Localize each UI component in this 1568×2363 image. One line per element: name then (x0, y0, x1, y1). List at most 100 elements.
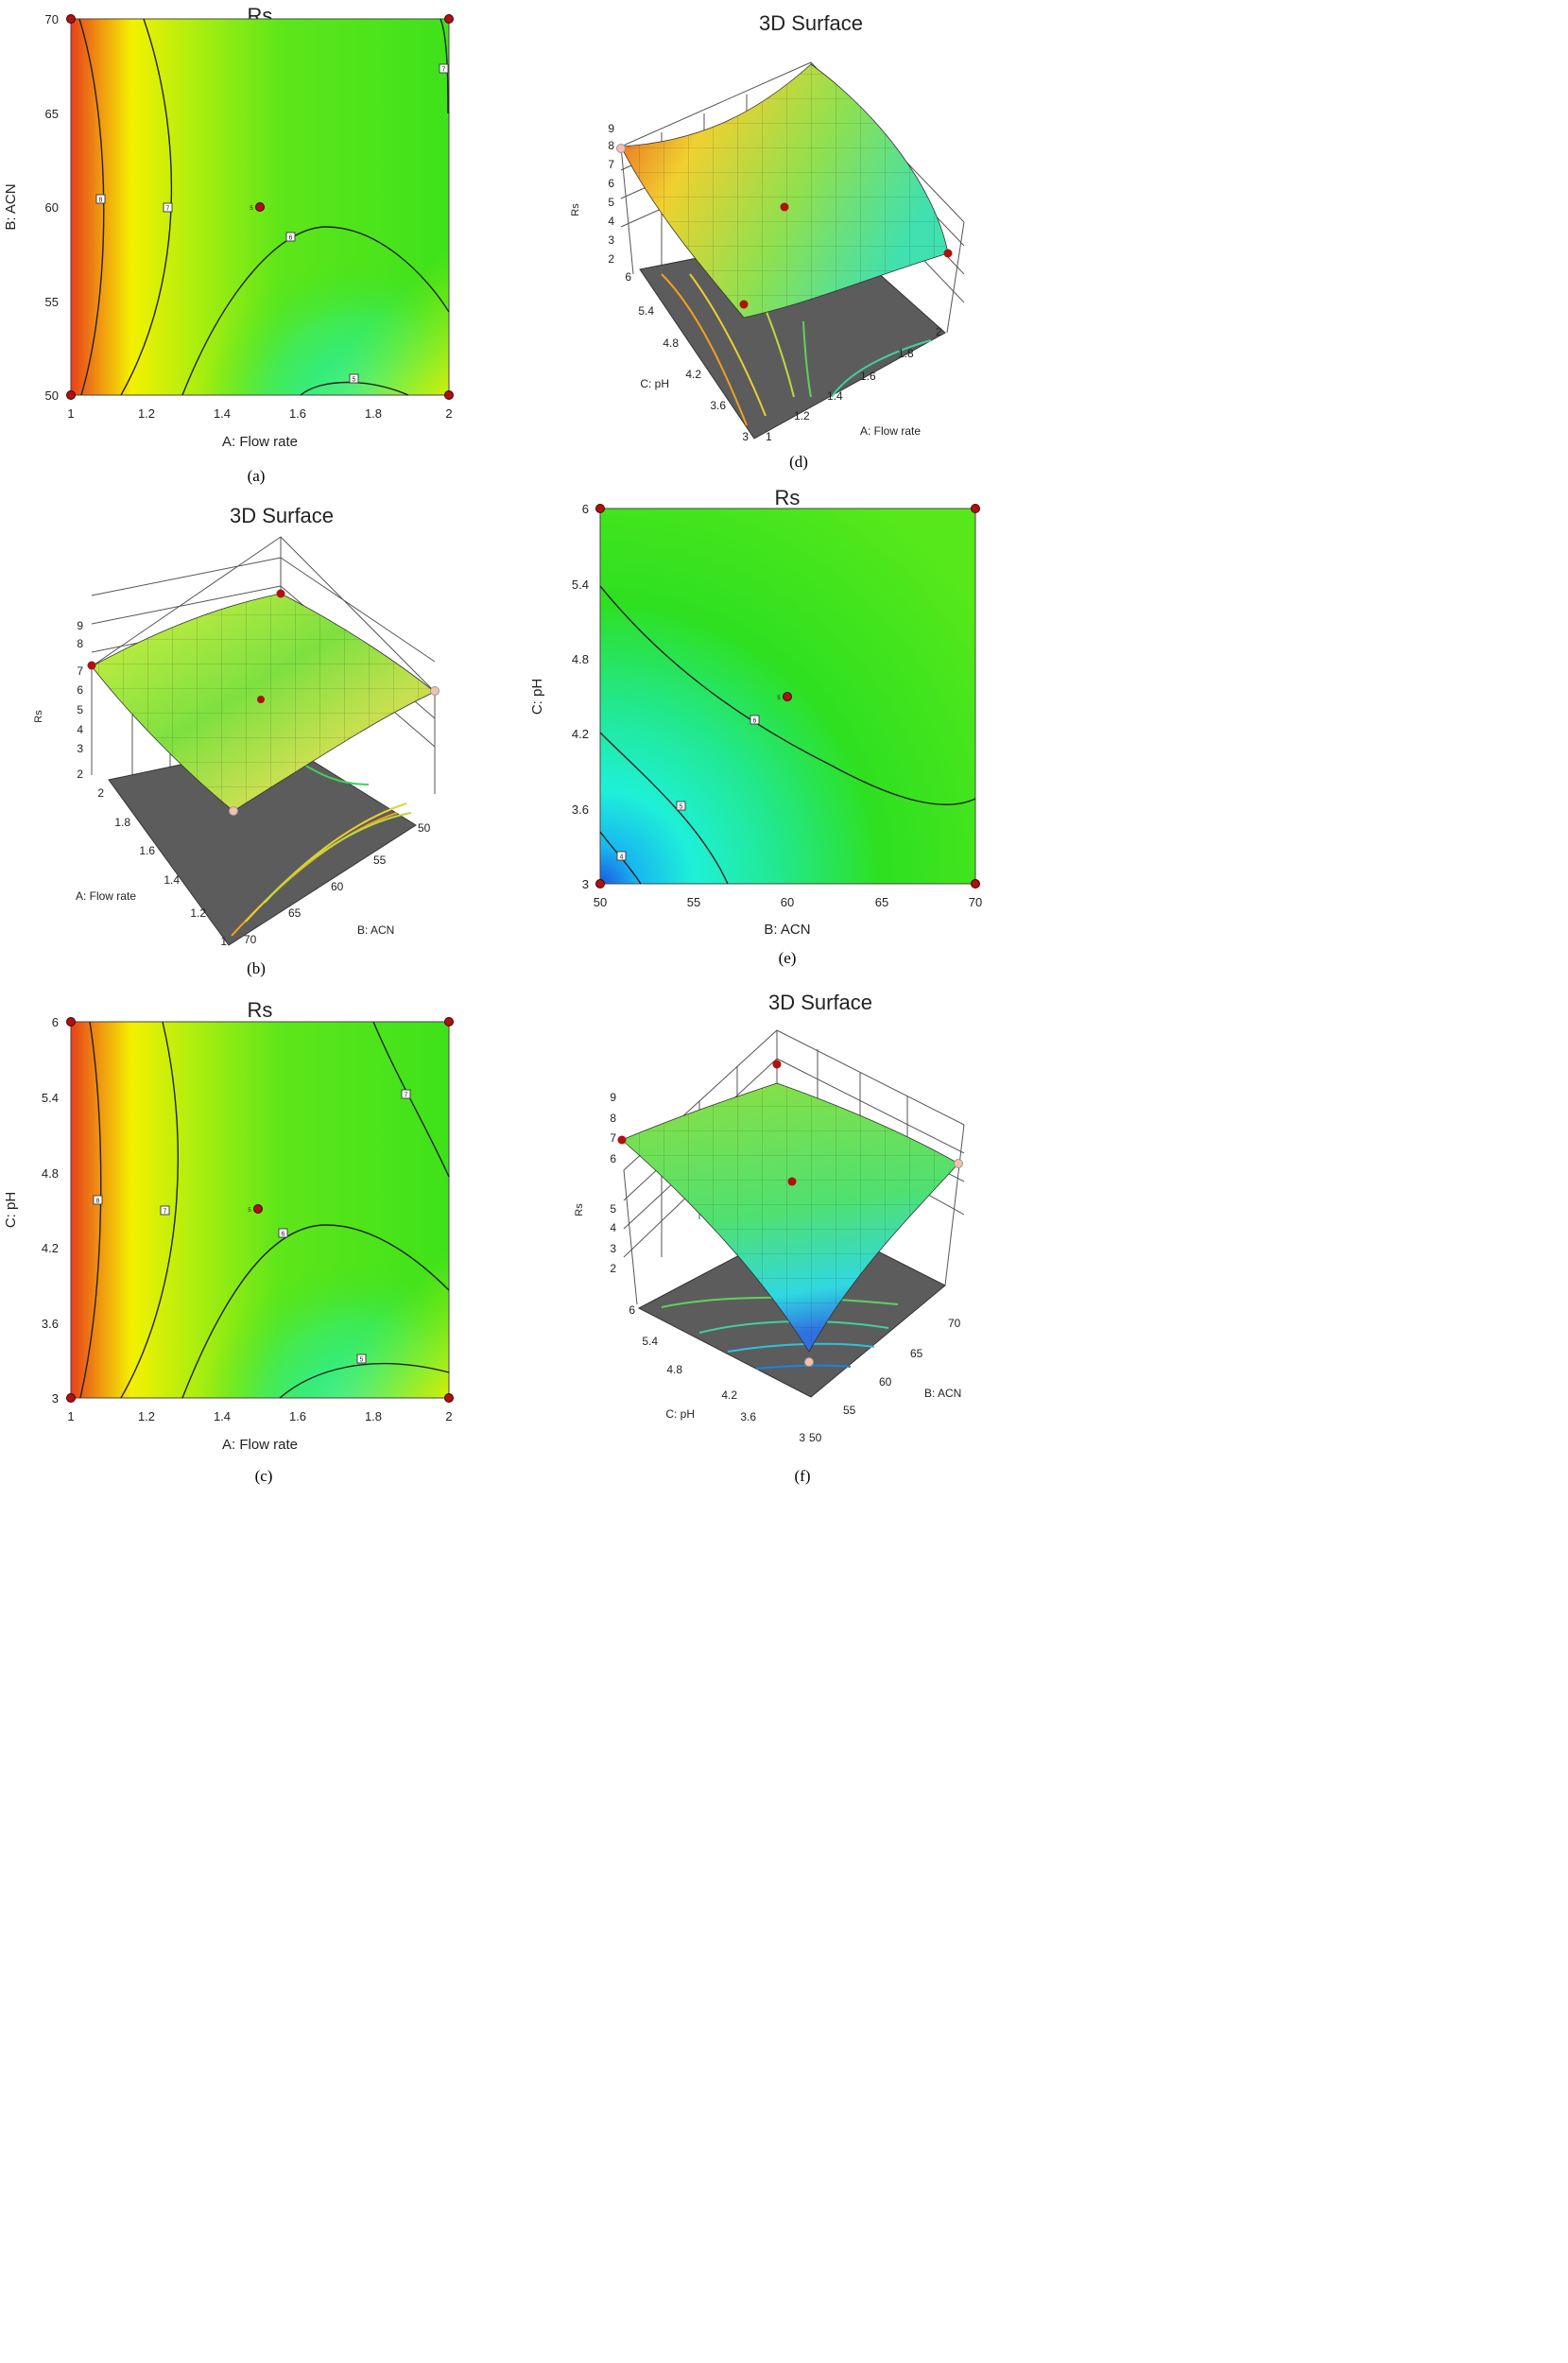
panel-e-y-label: C: pH (529, 679, 545, 715)
panel-e-caption: (e) (779, 949, 797, 967)
panel-d-axis1-label: C: pH (640, 377, 669, 390)
design-point (66, 1393, 76, 1403)
design-point (444, 1017, 454, 1026)
panel-c: Rs 8 7 6 5 7 5 1 (3, 998, 454, 1485)
center-point (787, 1177, 797, 1186)
svg-text:2: 2 (77, 768, 83, 781)
svg-text:7: 7 (442, 67, 446, 74)
panel-d-z-label: Rs (570, 203, 581, 216)
panel-f-axis1-ticks: 6 5.4 4.8 4.2 3.6 3 (629, 1303, 805, 1444)
panel-b-axis2-label: B: ACN (357, 923, 394, 937)
center-point-label: 5 (777, 696, 781, 701)
panel-a-points (66, 14, 454, 400)
svg-text:6: 6 (753, 718, 757, 725)
panel-a: Rs 8 7 6 5 7 5 1 (3, 4, 454, 485)
panel-c-caption: (c) (255, 1467, 273, 1485)
contour-line (181, 1224, 450, 1399)
svg-text:6: 6 (582, 502, 589, 516)
contour-line (78, 18, 105, 396)
svg-text:1.4: 1.4 (214, 406, 231, 421)
svg-text:4: 4 (608, 215, 614, 228)
svg-text:50: 50 (809, 1431, 822, 1444)
svg-text:5: 5 (360, 1357, 364, 1364)
panel-e-x-ticks: 50 55 60 65 70 (594, 895, 982, 909)
contour-line (372, 1021, 450, 1178)
design-point (430, 686, 439, 696)
design-point (971, 879, 980, 888)
panel-c-contours (79, 1021, 450, 1399)
svg-text:6: 6 (610, 1152, 616, 1165)
panel-f-z-ticks: 2 3 4 5 6 7 8 9 (610, 1091, 616, 1275)
svg-text:7: 7 (166, 206, 170, 213)
svg-text:4.8: 4.8 (42, 1166, 59, 1181)
center-point-label: 5 (248, 1208, 251, 1214)
panel-b-caption: (b) (247, 959, 266, 977)
panel-e: Rs 6 5 4 5 50 55 60 65 70 (529, 486, 982, 967)
panel-d-points (616, 144, 953, 309)
svg-text:6: 6 (625, 270, 631, 284)
panel-a-y-label: B: ACN (3, 183, 19, 230)
svg-text:4.2: 4.2 (42, 1241, 59, 1255)
svg-text:3: 3 (608, 233, 614, 247)
svg-text:4.8: 4.8 (572, 652, 589, 666)
design-point (87, 661, 96, 670)
svg-text:1.2: 1.2 (190, 906, 206, 920)
panel-c-y-ticks: 3 3.6 4.2 4.8 5.4 6 (42, 1015, 59, 1406)
svg-text:1.6: 1.6 (289, 1409, 306, 1423)
contour-line (120, 18, 173, 396)
design-point (954, 1159, 963, 1168)
contour-line (79, 1021, 102, 1399)
panel-d-axis2-label: A: Flow rate (860, 424, 921, 438)
svg-text:50: 50 (418, 821, 431, 835)
svg-text:1.2: 1.2 (138, 1409, 155, 1423)
svg-text:4.2: 4.2 (685, 368, 701, 381)
svg-text:7: 7 (77, 664, 83, 678)
contour-line (300, 381, 409, 396)
contour-line (279, 1362, 450, 1399)
panel-d-axis2-ticks: 1 1.2 1.4 1.6 1.8 2 (766, 325, 942, 443)
panel-a-contours (78, 18, 450, 396)
panel-b-points (87, 589, 439, 816)
svg-text:7: 7 (164, 1209, 167, 1216)
panel-b-z-ticks: 2 3 4 5 6 7 8 9 (77, 619, 83, 781)
svg-text:2: 2 (936, 325, 942, 338)
panel-a-caption: (a) (248, 467, 266, 485)
svg-text:9: 9 (610, 1091, 616, 1104)
contour-line (181, 226, 450, 396)
svg-text:70: 70 (45, 12, 59, 26)
panel-d-z-ticks: 2 3 4 5 6 7 8 9 (608, 122, 614, 266)
svg-text:70: 70 (948, 1317, 961, 1330)
panel-b-floor-contours (231, 763, 412, 937)
center-point (783, 692, 792, 701)
design-point (616, 144, 626, 153)
panel-b: 3D Surface 2 3 4 5 6 (33, 504, 439, 977)
svg-text:3.6: 3.6 (42, 1317, 59, 1331)
panel-e-x-label: B: ACN (764, 922, 810, 938)
panel-c-contour-labels: 8 7 6 5 7 (93, 1089, 411, 1364)
svg-text:1.8: 1.8 (114, 816, 130, 829)
design-point (772, 1060, 782, 1069)
panel-f-axis1-label: C: pH (665, 1407, 695, 1421)
panel-c-x-ticks: 1 1.2 1.4 1.6 1.8 2 (67, 1409, 452, 1423)
panel-f-axis2-ticks: 50 55 60 65 70 (809, 1317, 961, 1444)
svg-text:6: 6 (282, 1232, 285, 1238)
svg-text:5.4: 5.4 (638, 304, 654, 318)
design-point (739, 300, 749, 309)
svg-text:50: 50 (594, 895, 607, 909)
panel-a-y-ticks: 50 55 60 65 70 (45, 12, 59, 403)
svg-text:8: 8 (96, 1199, 100, 1205)
panel-b-title: 3D Surface (230, 504, 334, 527)
panel-d-title: 3D Surface (759, 11, 863, 35)
design-point (943, 249, 953, 258)
svg-text:4.2: 4.2 (572, 727, 589, 741)
contour-line (120, 1021, 179, 1399)
svg-text:5.4: 5.4 (642, 1335, 658, 1348)
center-point (255, 202, 265, 212)
svg-text:1.2: 1.2 (138, 406, 155, 421)
svg-text:8: 8 (77, 637, 83, 650)
design-point (66, 1017, 76, 1026)
svg-text:3: 3 (610, 1242, 616, 1255)
design-point (804, 1357, 814, 1367)
panel-c-title: Rs (248, 998, 273, 1022)
svg-text:55: 55 (843, 1404, 856, 1417)
